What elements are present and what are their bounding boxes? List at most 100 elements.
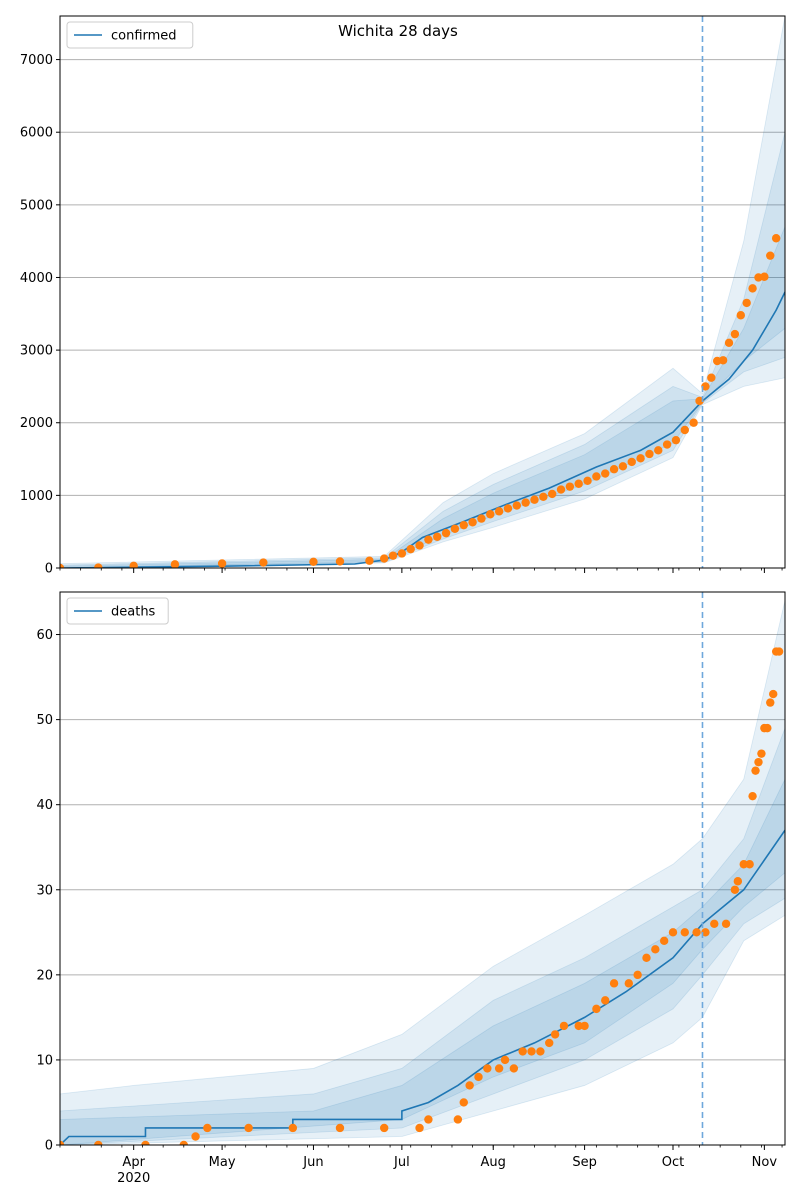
y-tick-label: 3000 bbox=[20, 344, 53, 359]
x-tick-label: Nov bbox=[752, 1155, 778, 1170]
observed-point bbox=[707, 373, 716, 382]
legend: confirmed bbox=[66, 21, 194, 49]
observed-point bbox=[636, 454, 645, 463]
observed-point bbox=[642, 953, 651, 963]
observed-point bbox=[424, 1115, 433, 1124]
observed-point bbox=[424, 535, 433, 544]
observed-point bbox=[494, 507, 504, 516]
observed-point bbox=[60, 1140, 65, 1145]
observed-point bbox=[141, 1140, 150, 1145]
observed-point bbox=[521, 498, 530, 507]
axes-frame bbox=[59, 591, 786, 1146]
observed-point bbox=[486, 510, 495, 519]
uncertainty-band bbox=[60, 16, 785, 568]
observed-point bbox=[433, 532, 442, 541]
observed-point bbox=[415, 1123, 424, 1133]
observed-point bbox=[309, 557, 318, 567]
observed-point bbox=[503, 504, 513, 513]
observed-point bbox=[668, 928, 678, 937]
uncertainty-band bbox=[60, 132, 785, 568]
observed-point bbox=[500, 1055, 510, 1065]
observed-point bbox=[766, 251, 775, 260]
observed-point bbox=[94, 1140, 103, 1145]
observed-point bbox=[574, 479, 583, 488]
y-tick-label: 6000 bbox=[20, 126, 53, 141]
legend-box bbox=[66, 597, 169, 625]
observed-point bbox=[645, 449, 654, 459]
observed-point bbox=[453, 1115, 463, 1124]
observed-point bbox=[129, 561, 138, 568]
observed-point bbox=[609, 465, 619, 474]
observed-point bbox=[556, 485, 566, 494]
y-tick-label: 4000 bbox=[20, 271, 53, 286]
legend-box bbox=[66, 21, 194, 49]
y-tick-label: 60 bbox=[36, 628, 53, 643]
y-tick-label: 0 bbox=[45, 1139, 53, 1154]
observed-point bbox=[748, 284, 757, 293]
observed-point bbox=[592, 472, 601, 481]
observed-point bbox=[450, 524, 460, 533]
observed-point bbox=[191, 1132, 200, 1141]
observed-point bbox=[179, 1140, 188, 1145]
observed-point bbox=[609, 979, 619, 988]
y-tick-label: 1000 bbox=[20, 489, 53, 504]
observed-point bbox=[627, 457, 636, 467]
observed-point bbox=[754, 757, 763, 767]
observed-point bbox=[379, 554, 389, 563]
legend: deaths bbox=[66, 597, 169, 625]
y-tick-label: 0 bbox=[45, 562, 53, 577]
observed-point bbox=[459, 520, 468, 530]
observed-point bbox=[468, 518, 477, 527]
observed-point bbox=[527, 1047, 536, 1056]
observed-point bbox=[766, 698, 775, 707]
observed-point bbox=[459, 1098, 468, 1107]
observed-point bbox=[771, 234, 781, 243]
observed-point bbox=[494, 1064, 504, 1073]
observed-point bbox=[739, 860, 748, 869]
uncertainty-band bbox=[60, 600, 785, 1145]
plot-area bbox=[60, 16, 785, 568]
model-median-line bbox=[60, 829, 785, 1145]
uncertainty-band bbox=[60, 778, 785, 1145]
observed-point bbox=[388, 551, 398, 560]
observed-point bbox=[530, 495, 539, 504]
observed-point bbox=[365, 556, 374, 565]
observed-point bbox=[769, 689, 778, 699]
observed-point bbox=[742, 298, 751, 308]
x-tick-sublabel: 2020 bbox=[117, 1171, 150, 1186]
y-tick-label: 30 bbox=[36, 883, 53, 898]
observed-point bbox=[465, 1081, 474, 1090]
legend-label: confirmed bbox=[111, 29, 177, 44]
observed-point bbox=[710, 919, 719, 928]
observed-point bbox=[518, 1047, 527, 1056]
observed-point bbox=[751, 766, 760, 775]
observed-point bbox=[760, 272, 769, 281]
observed-point bbox=[601, 469, 610, 478]
legend-label: deaths bbox=[111, 605, 156, 620]
observed-point bbox=[757, 749, 766, 758]
observed-point bbox=[335, 1123, 345, 1133]
observed-point bbox=[695, 396, 704, 406]
observed-point bbox=[574, 1021, 583, 1031]
observed-point bbox=[721, 919, 731, 928]
observed-point bbox=[406, 544, 415, 554]
observed-point bbox=[730, 329, 740, 339]
y-tick-label: 50 bbox=[36, 713, 53, 728]
observed-point bbox=[60, 563, 65, 568]
observed-point bbox=[565, 482, 575, 491]
observed-point bbox=[701, 928, 710, 937]
observed-point bbox=[441, 528, 451, 538]
observed-point bbox=[483, 1064, 492, 1073]
observed-point bbox=[745, 860, 754, 869]
observed-point bbox=[170, 560, 180, 568]
observed-point bbox=[671, 435, 681, 445]
observed-point bbox=[217, 559, 227, 568]
observed-point bbox=[539, 492, 548, 502]
plot-area bbox=[60, 600, 785, 1145]
observed-point bbox=[618, 462, 628, 471]
model-median-line bbox=[60, 291, 785, 568]
axes-frame bbox=[59, 15, 786, 569]
x-tick-label: Jul bbox=[393, 1155, 410, 1170]
observed-point bbox=[733, 877, 743, 886]
observed-point bbox=[601, 996, 610, 1005]
